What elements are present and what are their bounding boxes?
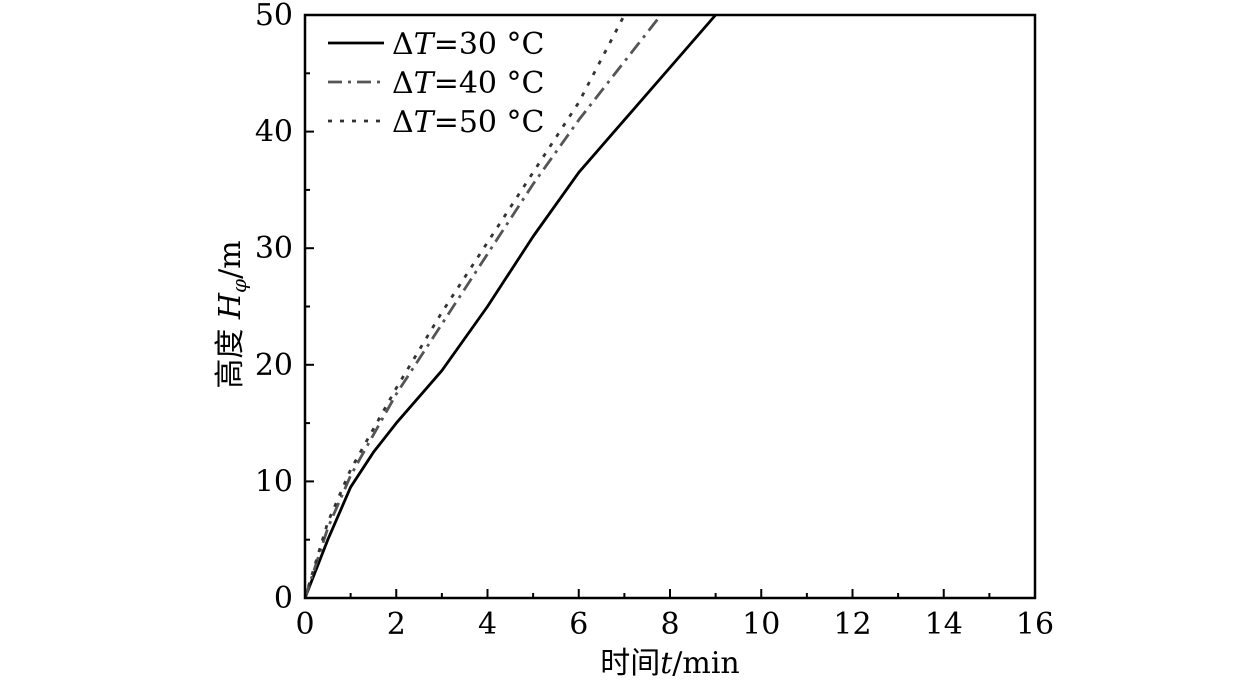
y-axis-label: 高度 Hφ/m	[213, 240, 251, 388]
plot-frame	[303, 13, 1037, 600]
series-line-3	[305, 15, 626, 598]
series-line-2	[305, 15, 663, 598]
legend-label-2: ΔT=40 °C	[392, 66, 545, 101]
x-axis-label-var: t	[660, 646, 673, 680]
x-tick-label: 14	[925, 607, 963, 642]
y-tick-label: 0	[274, 581, 293, 616]
y-axis-label-sub: φ	[227, 279, 251, 293]
y-axis-label-unit: /m	[213, 240, 248, 279]
x-tick-label: 12	[833, 607, 871, 642]
x-tick-label: 10	[742, 607, 780, 642]
series-line-1	[305, 15, 717, 598]
y-tick-label: 40	[255, 115, 293, 150]
y-tick-label: 30	[255, 231, 293, 266]
x-tick-label: 8	[660, 607, 679, 642]
x-tick-label: 2	[387, 607, 406, 642]
x-tick-label: 16	[1016, 607, 1054, 642]
series-layer	[305, 15, 717, 598]
y-tick-label: 20	[255, 348, 293, 383]
legend: ΔT=30 °C ΔT=40 °C ΔT=50 °C	[328, 27, 545, 140]
x-tick-label: 0	[295, 607, 314, 642]
y-axis-label-var: H	[213, 292, 248, 320]
x-axis-label: 时间t/min	[600, 646, 740, 680]
x-axis-label-unit: /min	[672, 646, 739, 680]
tick-layer: 0 2 4 6 8 10 12 14 16 0 10 20 30 40 50	[255, 0, 1054, 642]
y-tick-label: 10	[255, 464, 293, 499]
legend-label-1: ΔT=30 °C	[392, 27, 545, 62]
x-tick-label: 6	[569, 607, 588, 642]
y-axis-label-prefix: 高度	[213, 319, 248, 389]
x-tick-label: 4	[478, 607, 497, 642]
legend-label-3: ΔT=50 °C	[392, 105, 545, 140]
x-axis-label-prefix: 时间	[600, 646, 660, 680]
y-tick-label: 50	[255, 0, 293, 33]
